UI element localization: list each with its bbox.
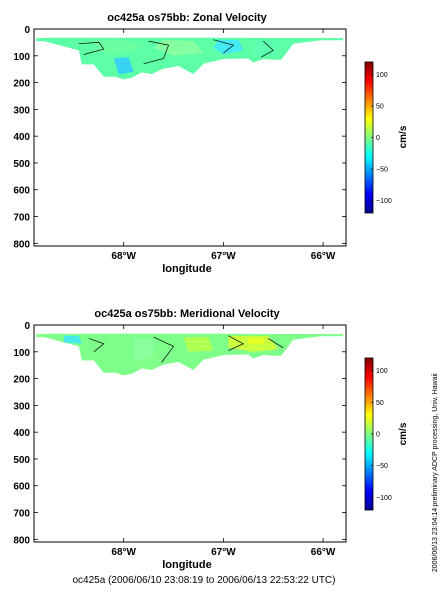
y-tick-label: 600 <box>13 186 30 197</box>
meridional-section-field <box>36 333 343 376</box>
meridional-velocity-panel: oc425a os75bb: Meridional Velocity 0 100 2… <box>13 308 409 571</box>
contour-line <box>143 40 170 65</box>
contour-line <box>88 338 105 353</box>
colorbar-tick-label: 50 <box>376 104 384 111</box>
velocity-patch <box>248 338 264 344</box>
velocity-patch <box>113 57 134 75</box>
y-tick-label: 800 <box>13 535 30 546</box>
meridional-axes-frame <box>33 324 347 543</box>
meridional-colorbar-label: cm/s <box>398 422 409 445</box>
zonal-title: oc425a os75bb: Zonal Velocity <box>107 12 267 24</box>
meridional-title: oc425a os75bb: Meridional Velocity <box>94 308 280 320</box>
y-tick-label: 700 <box>13 213 30 224</box>
zonal-axes-frame <box>33 28 347 247</box>
velocity-patch <box>183 337 214 352</box>
contour-line <box>261 40 274 58</box>
velocity-patch <box>253 41 279 56</box>
y-tick-label: 200 <box>13 375 30 386</box>
velocity-patch <box>93 39 144 55</box>
y-tick-label: 400 <box>13 132 30 143</box>
contour-line <box>78 42 105 55</box>
time-range-footer: oc425a (2006/06/10 23:08:19 to 2006/06/1… <box>73 575 336 586</box>
y-tick-label: 600 <box>13 482 30 493</box>
zonal-colorbar-label: cm/s <box>398 125 409 148</box>
contour-line <box>228 335 245 351</box>
meridional-x-ticks: 68°W 67°W 66°W <box>111 325 336 558</box>
velocity-patch <box>133 338 154 363</box>
zonal-section-field <box>36 37 343 80</box>
x-tick-label: 66°W <box>311 251 336 262</box>
y-tick-label: 100 <box>13 348 30 359</box>
y-tick-label: 300 <box>13 401 30 412</box>
y-tick-label: 800 <box>13 239 30 250</box>
processing-note: preliminary ADCP processing, Univ. Hawai… <box>432 373 439 507</box>
contour-line <box>213 39 235 54</box>
contour-line <box>153 336 175 363</box>
colorbar-tick-label: −50 <box>376 463 388 470</box>
colorbar-tick-label: 0 <box>376 135 380 142</box>
meridional-y-ticks: 0 100 200 300 400 500 600 700 800 <box>13 321 346 546</box>
zonal-x-ticks: 68°W 67°W 66°W <box>111 29 336 262</box>
y-tick-label: 0 <box>24 321 30 332</box>
colorbar-tick-label: 100 <box>376 72 388 79</box>
zonal-colorbar-ticks: 100 50 0 −50 −100 <box>371 72 392 205</box>
colorbar-tick-label: 0 <box>376 432 380 439</box>
colorbar-tick-label: −100 <box>376 495 392 502</box>
colorbar-tick-label: 50 <box>376 400 384 407</box>
y-tick-label: 400 <box>13 428 30 439</box>
colorbar-tick-label: −100 <box>376 198 392 205</box>
x-tick-label: 67°W <box>211 547 236 558</box>
x-tick-label: 68°W <box>111 251 136 262</box>
zonal-y-ticks: 0 100 200 300 400 500 600 700 800 <box>13 25 346 250</box>
y-tick-label: 500 <box>13 455 30 466</box>
x-tick-label: 66°W <box>311 547 336 558</box>
colorbar-tick-label: 100 <box>376 368 388 375</box>
y-tick-label: 100 <box>13 52 30 63</box>
y-tick-label: 300 <box>13 105 30 116</box>
contour-line <box>268 338 284 349</box>
colorbar-tick-label: −50 <box>376 166 388 173</box>
velocity-patch <box>213 39 244 55</box>
x-tick-label: 67°W <box>211 251 236 262</box>
y-tick-label: 200 <box>13 79 30 90</box>
y-tick-label: 700 <box>13 509 30 520</box>
zonal-velocity-panel: oc425a os75bb: Zonal Velocity 0 100 200 300… <box>13 12 409 275</box>
zonal-x-label: longitude <box>162 263 212 275</box>
meridional-colorbar-ticks: 100 50 0 −50 −100 <box>371 368 392 502</box>
x-tick-label: 68°W <box>111 547 136 558</box>
y-tick-label: 500 <box>13 159 30 170</box>
meridional-x-label: longitude <box>162 559 212 571</box>
velocity-patch <box>63 335 82 344</box>
y-tick-label: 0 <box>24 25 30 36</box>
processing-date: 2006/06/13 23:04:14 <box>432 508 439 572</box>
